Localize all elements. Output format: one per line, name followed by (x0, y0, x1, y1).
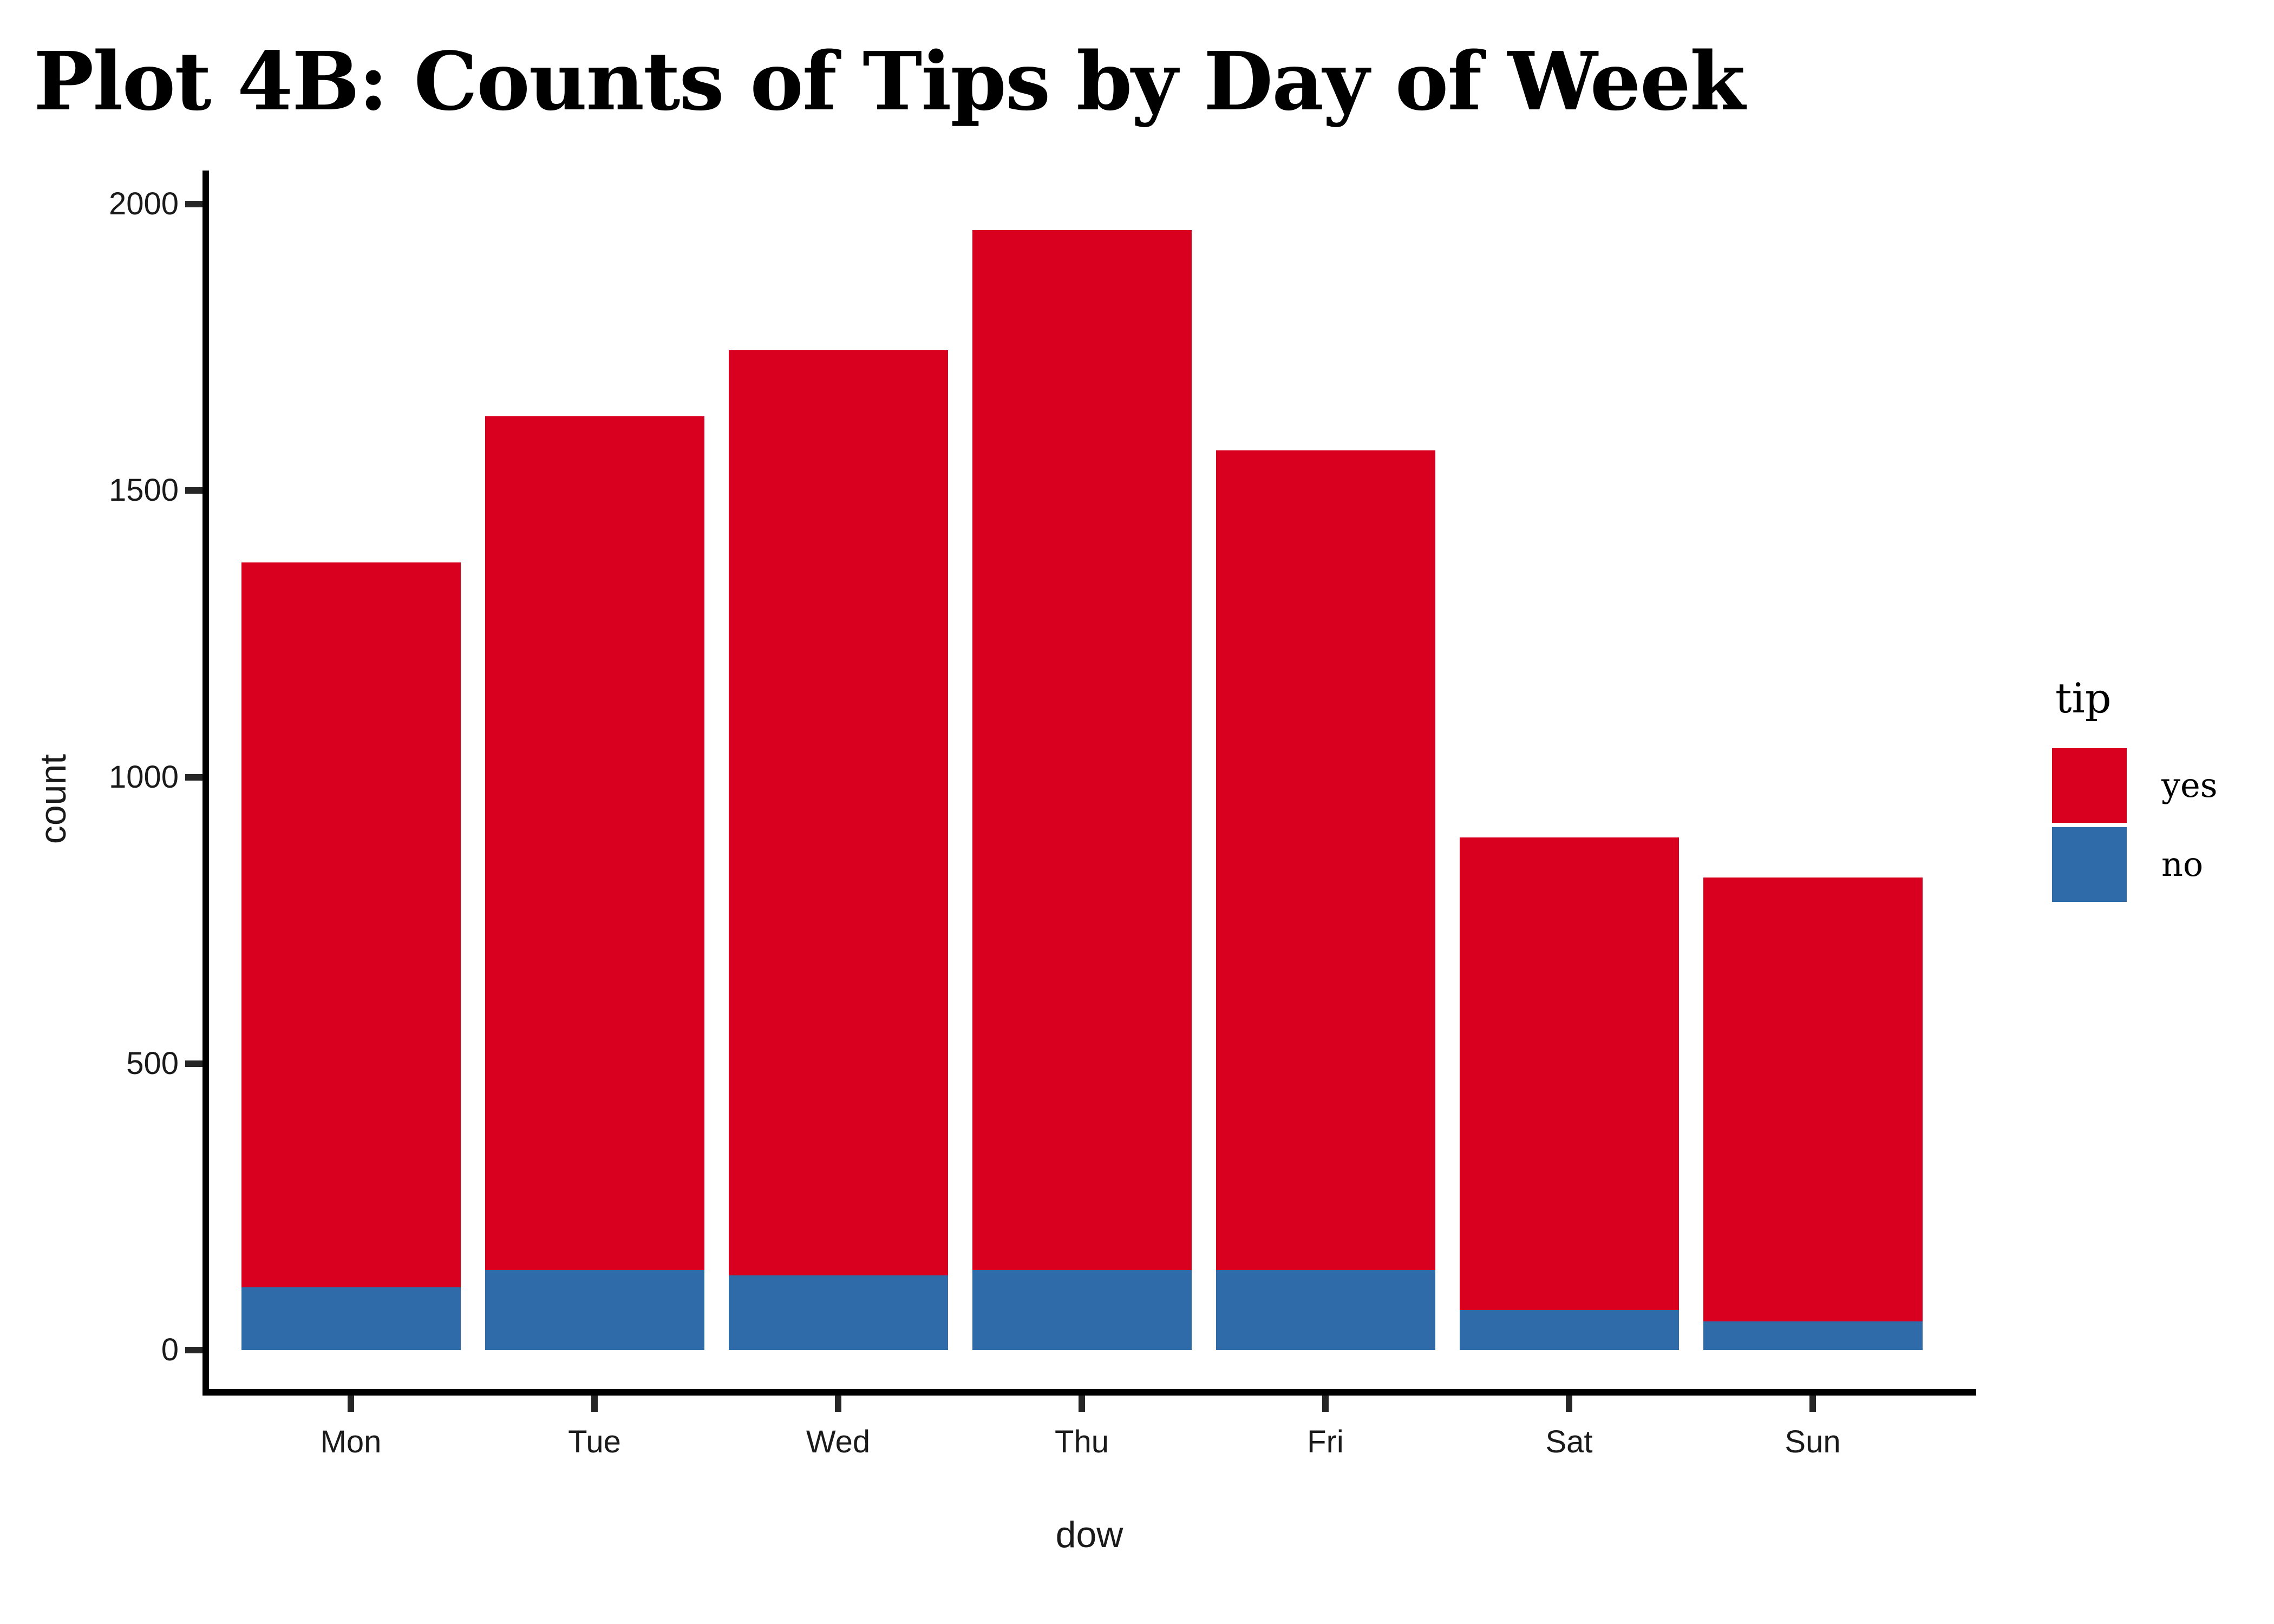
bar-mon-segment-no (241, 1287, 461, 1350)
y-tick-label-500: 500 (126, 1045, 179, 1081)
x-tick-mark-thu (1079, 1396, 1085, 1412)
legend-entry-yes: yes (2052, 748, 2218, 823)
x-tick-label-tue: Tue (568, 1424, 621, 1459)
x-tick-label-sun: Sun (1785, 1424, 1841, 1459)
legend-label-no: no (2161, 844, 2204, 884)
y-tick-label-0: 0 (161, 1332, 179, 1367)
y-tick-mark-2000 (185, 201, 202, 207)
chart-title: Plot 4B: Counts of Tips by Day of Week (34, 34, 1746, 128)
bar-wed-segment-yes (728, 350, 948, 1276)
x-axis-title: dow (1055, 1514, 1123, 1555)
bar-mon-segment-yes (241, 562, 461, 1287)
legend-entries: yes no (2052, 748, 2218, 902)
y-tick-mark-1000 (185, 774, 202, 781)
bar-thu-segment-yes (972, 230, 1192, 1270)
x-tick-mark-tue (591, 1396, 598, 1412)
bar-sat-segment-no (1459, 1309, 1679, 1350)
x-tick-label-thu: Thu (1055, 1424, 1109, 1459)
bar-sun-segment-yes (1703, 877, 1923, 1322)
legend-label-yes: yes (2161, 765, 2218, 805)
bar-tue-segment-yes (485, 416, 704, 1270)
legend-title: tip (2055, 674, 2112, 722)
y-axis-title: count (32, 754, 74, 844)
x-tick-mark-sun (1809, 1396, 1816, 1412)
legend-entry-no: no (2052, 827, 2218, 902)
y-tick-label-1500: 1500 (108, 473, 179, 508)
x-tick-mark-sat (1566, 1396, 1572, 1412)
x-tick-mark-wed (835, 1396, 841, 1412)
x-axis-line (202, 1389, 1976, 1396)
x-tick-label-wed: Wed (806, 1424, 871, 1459)
y-tick-mark-1500 (185, 487, 202, 494)
legend-swatch-yes (2052, 748, 2127, 823)
bar-wed-segment-no (728, 1275, 948, 1350)
y-tick-label-2000: 2000 (108, 186, 179, 221)
y-axis-line (202, 171, 209, 1396)
y-tick-label-1000: 1000 (108, 759, 179, 795)
x-tick-mark-fri (1322, 1396, 1329, 1412)
legend-swatch-no (2052, 827, 2127, 902)
y-tick-mark-500 (185, 1060, 202, 1067)
bar-thu-segment-no (972, 1269, 1192, 1350)
x-tick-mark-mon (348, 1396, 354, 1412)
x-tick-label-sat: Sat (1545, 1424, 1593, 1459)
bar-fri-segment-yes (1216, 450, 1435, 1270)
y-tick-mark-0 (185, 1347, 202, 1353)
bar-tue-segment-no (485, 1269, 704, 1350)
legend: tip yes no (2052, 671, 2218, 906)
x-tick-label-fri: Fri (1307, 1424, 1344, 1459)
x-tick-label-mon: Mon (320, 1424, 382, 1459)
bar-sat-segment-yes (1459, 837, 1679, 1310)
bar-fri-segment-no (1216, 1269, 1435, 1350)
bar-sun-segment-no (1703, 1321, 1923, 1350)
